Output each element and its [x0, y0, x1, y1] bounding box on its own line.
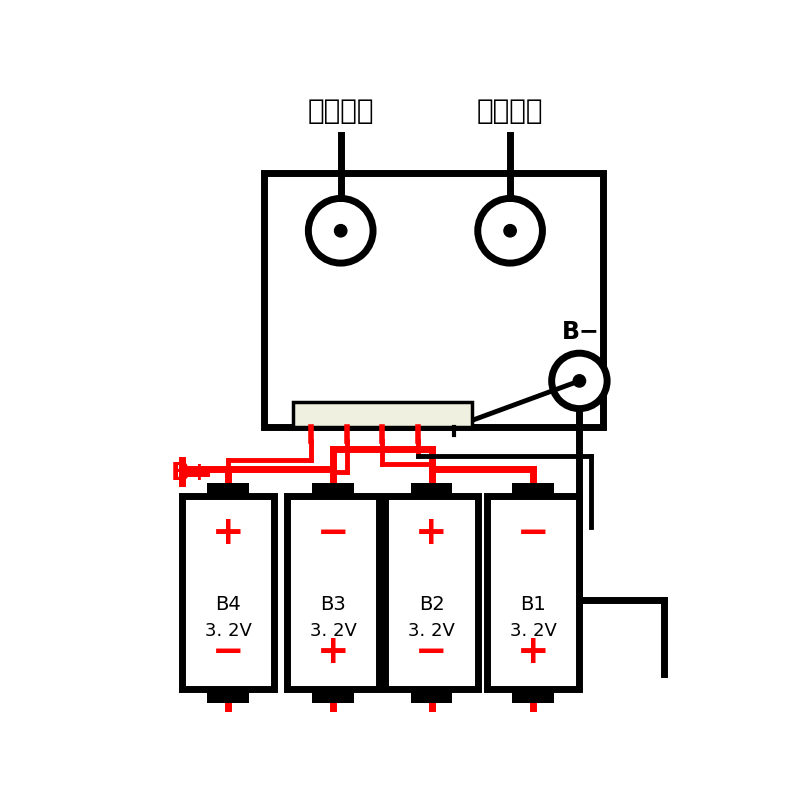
Text: 3. 2V: 3. 2V [310, 622, 357, 640]
Text: 3. 2V: 3. 2V [205, 622, 252, 640]
Bar [487, 496, 579, 689]
Bar [287, 496, 379, 689]
Circle shape [478, 198, 542, 263]
Text: B-: B- [447, 408, 460, 422]
Text: B2: B2 [374, 408, 390, 422]
Text: +: + [212, 514, 245, 552]
Text: −: − [517, 514, 550, 552]
Text: B+: B+ [170, 462, 210, 486]
Text: +: + [517, 633, 550, 671]
Bar [207, 689, 249, 702]
Bar [410, 482, 452, 496]
Text: B2: B2 [418, 594, 445, 614]
Text: B1: B1 [410, 408, 426, 422]
Text: +: + [415, 514, 448, 552]
Circle shape [504, 225, 516, 237]
Bar [312, 689, 354, 702]
Text: B3: B3 [338, 408, 355, 422]
Text: −: − [415, 633, 448, 671]
Text: B3: B3 [320, 594, 346, 614]
Bar [386, 496, 478, 689]
Circle shape [552, 353, 607, 409]
Bar [207, 482, 249, 496]
Bar [312, 482, 354, 496]
Text: 3. 2V: 3. 2V [510, 622, 557, 640]
Bar [410, 689, 452, 702]
Circle shape [334, 225, 347, 237]
Text: B4: B4 [215, 594, 241, 614]
Text: 3. 2V: 3. 2V [408, 622, 455, 640]
Text: B+: B+ [301, 408, 321, 422]
Text: 输出负极: 输出负极 [477, 98, 543, 126]
Text: −: − [317, 514, 350, 552]
Circle shape [574, 374, 586, 387]
Bar [513, 689, 554, 702]
Bar [182, 496, 274, 689]
Text: +: + [317, 633, 350, 671]
Circle shape [308, 198, 373, 263]
Bar [513, 482, 554, 496]
Bar [293, 402, 472, 427]
Text: B−: B− [562, 320, 600, 344]
Text: B1: B1 [520, 594, 546, 614]
Text: −: − [212, 633, 245, 671]
Bar [264, 173, 602, 427]
Text: 充电负极: 充电负极 [307, 98, 374, 126]
